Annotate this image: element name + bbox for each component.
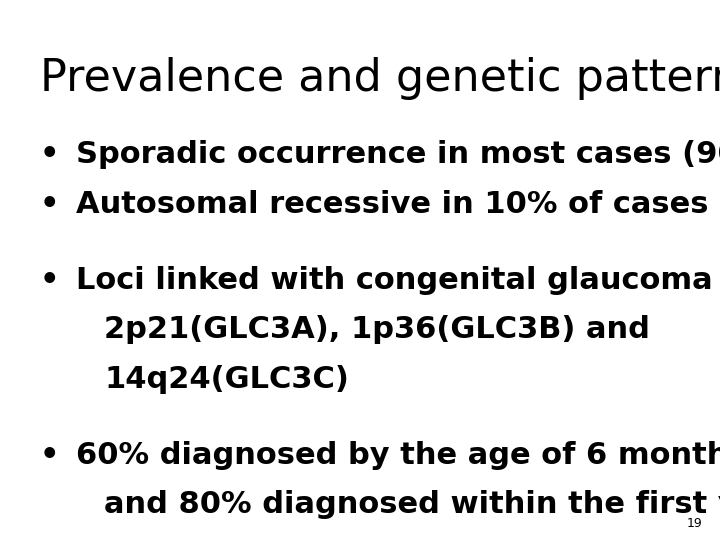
Text: •: • <box>40 266 59 295</box>
Text: •: • <box>40 441 59 470</box>
Text: 19: 19 <box>686 517 702 530</box>
Text: Loci linked with congenital glaucoma are: Loci linked with congenital glaucoma are <box>76 266 720 295</box>
Text: •: • <box>40 190 59 219</box>
Text: Prevalence and genetic pattern: Prevalence and genetic pattern <box>40 57 720 100</box>
Text: •: • <box>40 140 59 170</box>
Text: and 80% diagnosed within the first year of: and 80% diagnosed within the first year … <box>104 490 720 519</box>
Text: Sporadic occurrence in most cases (90%): Sporadic occurrence in most cases (90%) <box>76 140 720 170</box>
Text: 14q24(GLC3C): 14q24(GLC3C) <box>104 365 349 394</box>
Text: 60% diagnosed by the age of 6 months: 60% diagnosed by the age of 6 months <box>76 441 720 470</box>
Text: 2p21(GLC3A), 1p36(GLC3B) and: 2p21(GLC3A), 1p36(GLC3B) and <box>104 315 650 345</box>
Text: Autosomal recessive in 10% of cases: Autosomal recessive in 10% of cases <box>76 190 708 219</box>
